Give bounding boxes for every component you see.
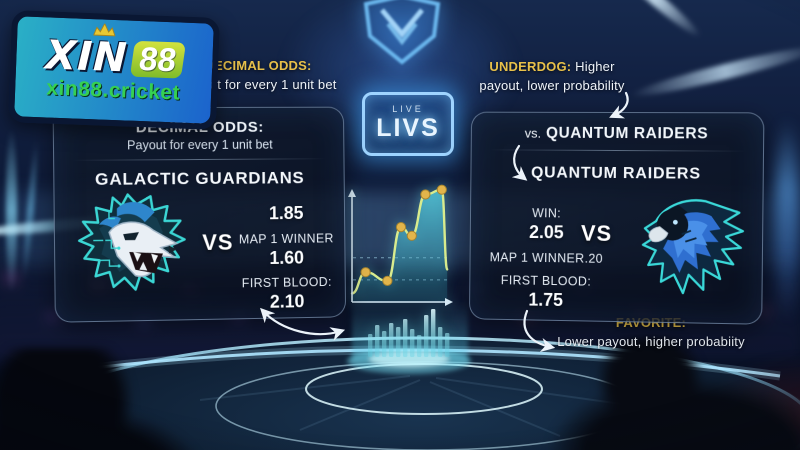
odds-label-win: WIN:	[532, 206, 562, 221]
underdog-note: UNDERDOG: Higher payout, lower probabili…	[462, 58, 642, 96]
crown-icon	[92, 22, 116, 42]
odds-value-match-winner: 1.85	[268, 203, 304, 224]
left-odds-panel: DECIMAL ODDS: Payout for every 1 unit be…	[52, 106, 347, 323]
light-beam	[605, 0, 705, 42]
odds-value-map1: 1.60	[269, 247, 305, 268]
foreground-spectator-right	[535, 338, 800, 450]
odds-label-map1: MAP 1 WINNER.20	[489, 250, 604, 266]
shield-emblem-icon	[363, 0, 441, 65]
right-panel-title-prefix: vs.	[524, 125, 542, 141]
team-name-quantum-raiders: QUANTUM RAIDERS	[531, 164, 702, 183]
live-sign: LIVE LIVS	[362, 92, 454, 156]
brand-name: XIN	[44, 31, 129, 82]
foreground-spectator-left	[0, 348, 205, 450]
right-odds-panel: vs. QUANTUM RAIDERS QUANTUM RAIDERS WIN: …	[468, 111, 765, 325]
vs-label-left: VS	[202, 229, 234, 255]
odds-label-first-blood: FIRST BLOOD:	[241, 275, 332, 291]
brand-number: 88	[130, 40, 186, 79]
favorite-note-text: Lower payout, higher probabiity	[557, 333, 745, 349]
underdog-note-label: UNDERDOG:	[489, 59, 572, 74]
quantum-raiders-logo-icon	[624, 189, 754, 311]
xin88-logo[interactable]: XIN 88 xin88.cricket	[7, 10, 221, 130]
bar-chart	[368, 309, 450, 357]
divider	[489, 149, 745, 152]
odds-value-first-blood: 2.10	[269, 291, 305, 313]
left-panel-subtitle: Payout for every 1 unit bet	[127, 137, 273, 153]
light-beam	[629, 40, 800, 103]
odds-label-map1: MAP 1 WINNER	[238, 231, 334, 247]
odds-value-first-blood: 1.75	[528, 289, 564, 310]
live-sign-big-text: LIVS	[376, 114, 440, 142]
odds-label-first-blood: FIRST BLOOD:	[500, 272, 592, 289]
vs-label-right: VS	[580, 220, 613, 246]
underdog-note-text2: payout, lower probability	[479, 77, 625, 93]
right-panel-title: vs. QUANTUM RAIDERS	[472, 125, 764, 144]
live-sign-small-text: LIVE	[392, 104, 424, 114]
right-panel-title-team: QUANTUM RAIDERS	[546, 124, 709, 143]
galactic-guardians-logo-icon	[65, 188, 205, 319]
team-name-galactic-guardians: GALACTIC GUARDIANS	[94, 168, 305, 189]
brand-domain: xin88.cricket	[45, 75, 181, 105]
right-odds-list: WIN: 2.05 MAP 1 WINNER.20 FIRST BLOOD: 1…	[480, 198, 613, 312]
left-odds-list: 1.85 MAP 1 WINNER 1.60 FIRST BLOOD: 2.10	[234, 195, 340, 314]
underdog-note-text1: Higher	[575, 59, 615, 74]
divider	[72, 158, 326, 161]
